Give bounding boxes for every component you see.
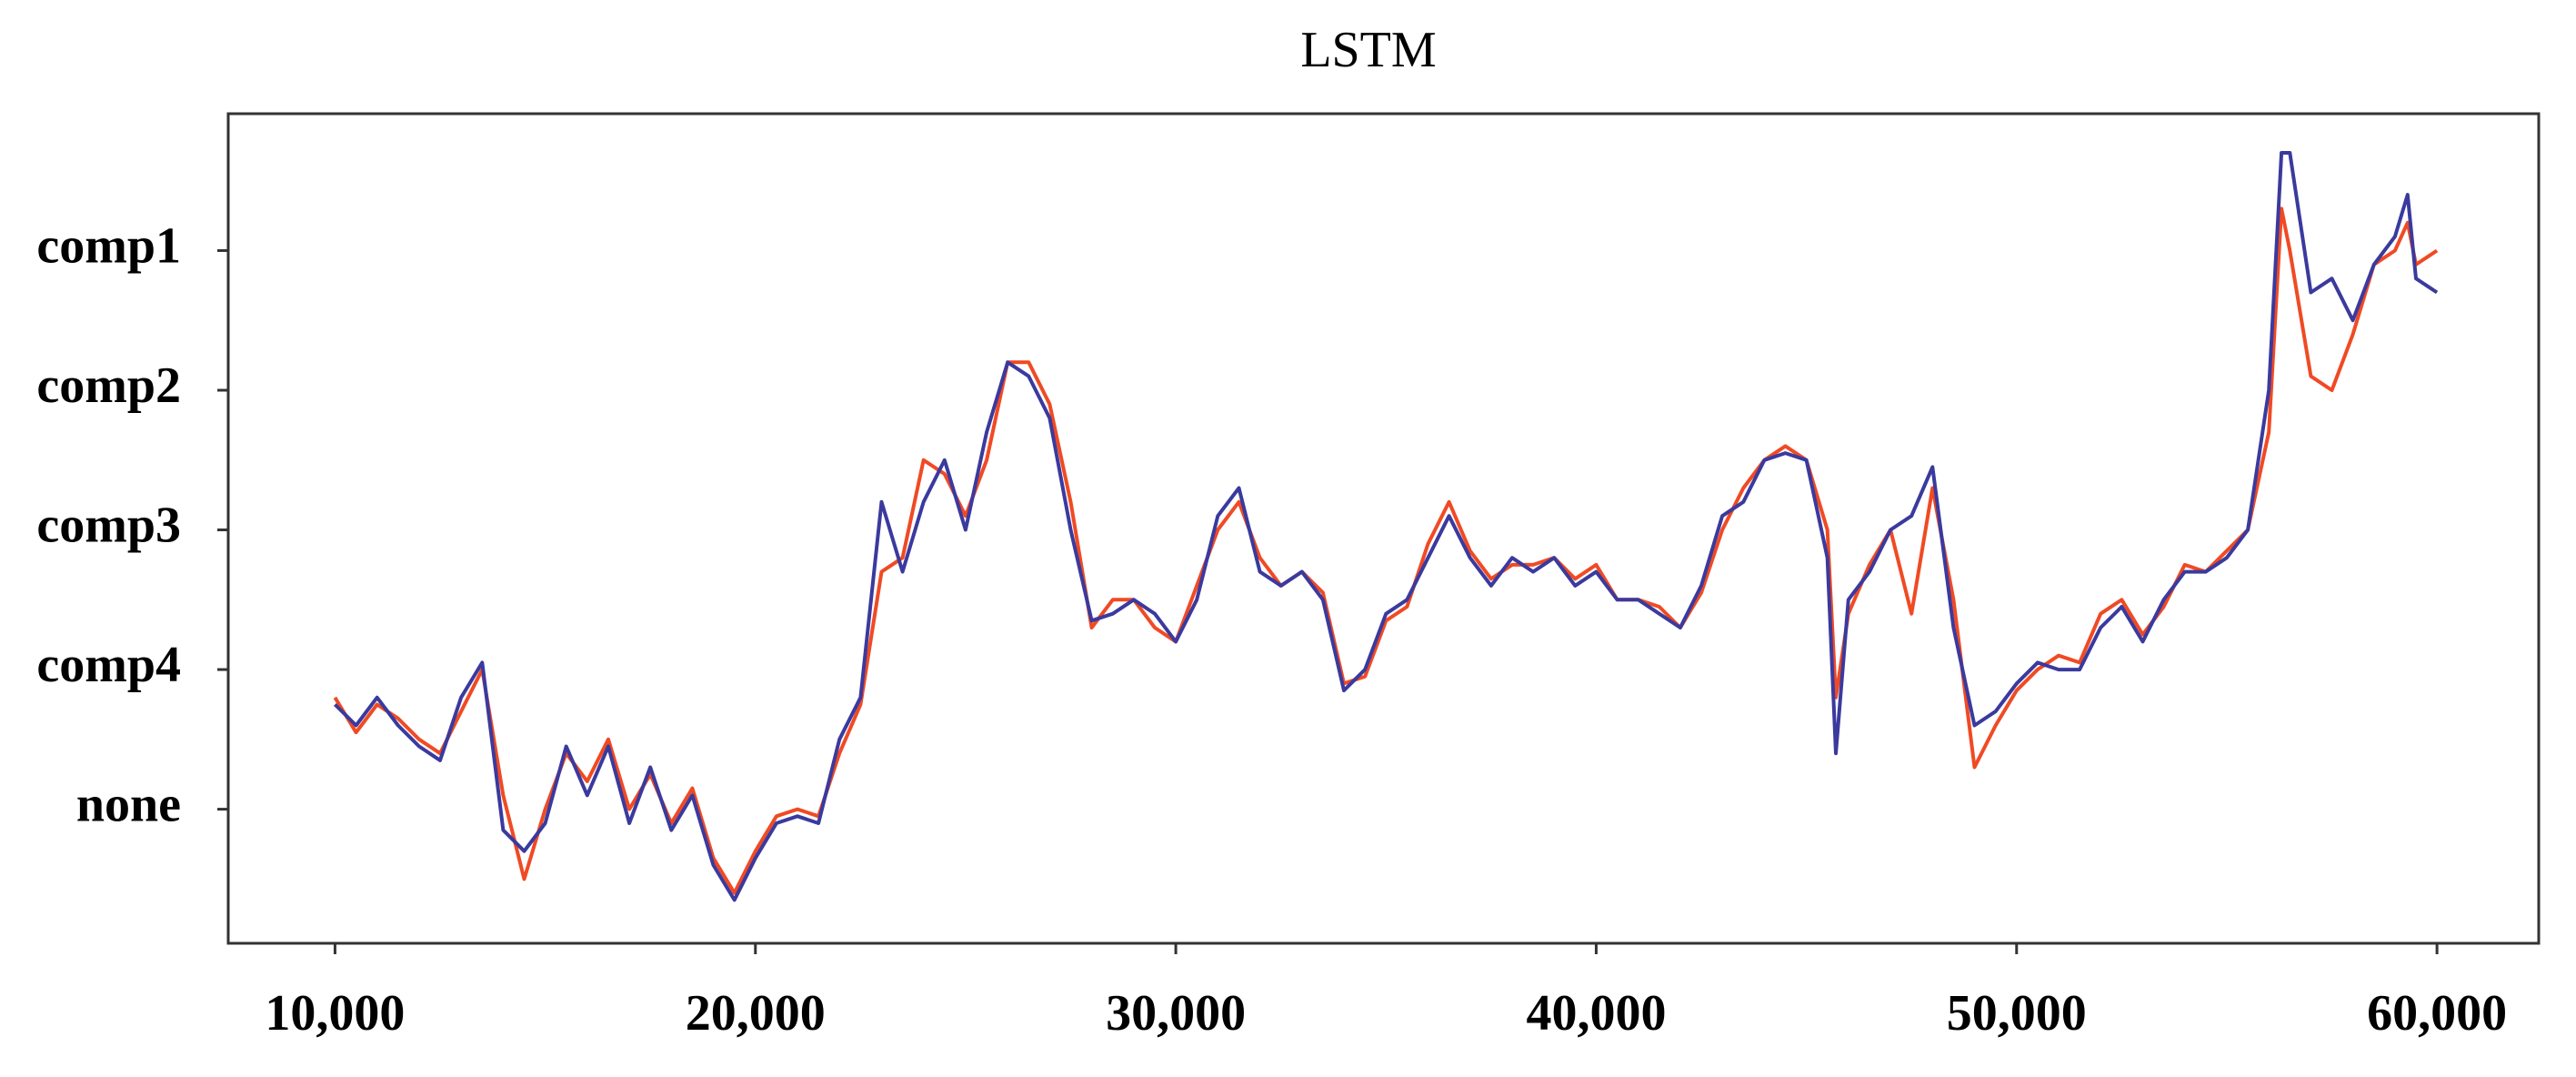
plot-frame bbox=[226, 112, 2541, 945]
x-tick-label: 30,000 bbox=[1106, 985, 1246, 1042]
y-tick-label: comp4 bbox=[36, 637, 181, 693]
x-tick-label: 40,000 bbox=[1526, 985, 1666, 1042]
x-tick-label: 60,000 bbox=[2367, 985, 2507, 1042]
data-line bbox=[333, 206, 2439, 895]
x-tick-label: 20,000 bbox=[686, 985, 826, 1042]
x-tick-label: 10,000 bbox=[265, 985, 405, 1042]
y-tick-label: comp1 bbox=[36, 217, 181, 274]
data-line bbox=[333, 151, 2439, 902]
y-tick-label: none bbox=[76, 776, 181, 832]
x-tick-label: 50,000 bbox=[1947, 985, 2087, 1042]
chart-title: LSTM bbox=[1300, 22, 1436, 78]
y-tick-label: comp2 bbox=[36, 357, 181, 414]
y-tick-label: comp3 bbox=[36, 497, 181, 553]
